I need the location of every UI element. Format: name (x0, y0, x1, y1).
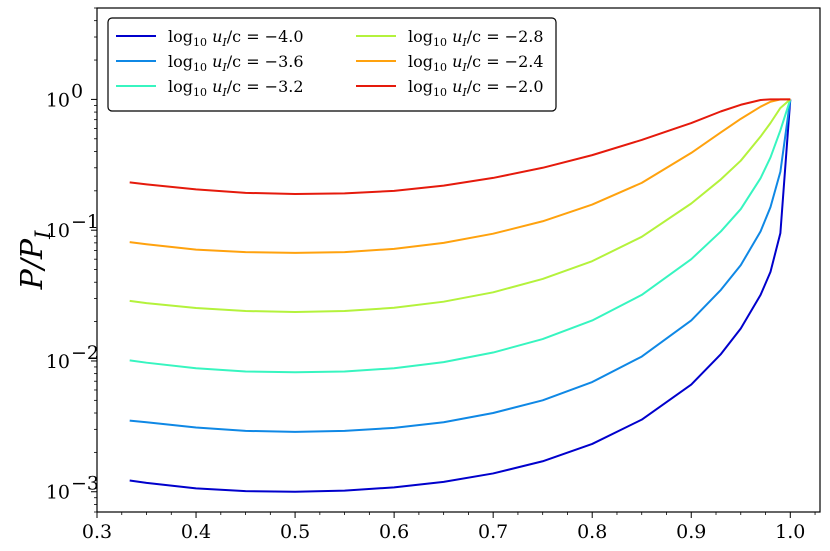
plot-frame (96, 7, 821, 513)
legend-label-1: log10 uI/c = −3.6 (168, 52, 304, 74)
y-axis-label: P/PI (15, 230, 55, 290)
legend-label-4: log10 uI/c = −2.4 (408, 52, 544, 74)
legend-label-5: log10 uI/c = −2.0 (408, 77, 544, 99)
series-layer (129, 98, 792, 493)
legend-label-part: 10 (433, 86, 447, 99)
legend-label-part: log (168, 77, 193, 96)
legend-label-part: u (447, 27, 462, 46)
y-tick-label: 10 (46, 89, 70, 111)
legend-label-part: I (221, 61, 227, 74)
legend-label-part: log (168, 27, 193, 46)
y-tick-label: 10 (46, 351, 70, 373)
legend-label-part: /c = −2.8 (467, 27, 544, 46)
legend-label-part: I (221, 36, 227, 49)
legend-label-part: /c = −2.0 (467, 77, 544, 96)
legend-label-part: u (447, 77, 462, 96)
x-tick-label: 0.5 (280, 521, 310, 543)
x-tick-label: 0.9 (676, 521, 706, 543)
x-tick-label: 0.4 (181, 521, 211, 543)
legend-box (107, 17, 557, 112)
legend-label-part: log (408, 27, 433, 46)
legend-label-part: u (207, 27, 222, 46)
legend-label-3: log10 uI/c = −2.8 (408, 27, 544, 49)
legend-label-part: u (207, 77, 222, 96)
y-tick-exponent: −2 (71, 342, 99, 364)
y-axis-label-text: P/PI (15, 230, 55, 290)
legend-label-part: /c = −4.0 (227, 27, 304, 46)
series-line-2 (129, 99, 792, 374)
legend-label-part: u (207, 52, 222, 71)
y-tick-exponent: 0 (71, 80, 83, 102)
x-tick-label: 0.8 (577, 521, 607, 543)
legend-label-part: u (447, 52, 462, 71)
legend-label-part: 10 (433, 36, 447, 49)
y-tick-label: 10 (46, 220, 70, 242)
y-axis-label-subscript: I (31, 230, 55, 240)
legend-label-part: /c = −2.4 (467, 52, 544, 71)
legend-label-part: I (461, 86, 467, 99)
series-line-5 (129, 98, 791, 196)
legend-label-2: log10 uI/c = −3.2 (168, 77, 304, 99)
x-tick-label: 0.7 (478, 521, 508, 543)
series-line-1 (129, 99, 792, 433)
legend-label-part: 10 (193, 86, 207, 99)
legend-label-part: I (461, 61, 467, 74)
y-tick-exponent: −3 (71, 473, 99, 495)
legend-label-part: /c = −3.2 (227, 77, 304, 96)
legend-label-part: I (461, 36, 467, 49)
legend-label-part: I (221, 86, 227, 99)
legend-label-part: log (408, 52, 433, 71)
legend-label-0: log10 uI/c = −4.0 (168, 27, 304, 49)
legend-label-part: 10 (433, 61, 447, 74)
x-tick-label: 0.3 (82, 521, 112, 543)
series-line-0 (129, 99, 792, 493)
y-tick-label: 10 (46, 482, 70, 504)
y-axis-label-main: P/P (15, 238, 50, 290)
series-line-3 (129, 98, 791, 313)
legend-label-part: 10 (193, 36, 207, 49)
legend-label-part: log (168, 52, 193, 71)
series-line-4 (129, 98, 791, 254)
y-tick-exponent: −1 (71, 211, 99, 233)
legend-label-part: /c = −3.6 (227, 52, 304, 71)
legend-label-part: 10 (193, 61, 207, 74)
x-tick-label: 1.0 (775, 521, 805, 543)
x-tick-label: 0.6 (379, 521, 409, 543)
legend-label-part: log (408, 77, 433, 96)
